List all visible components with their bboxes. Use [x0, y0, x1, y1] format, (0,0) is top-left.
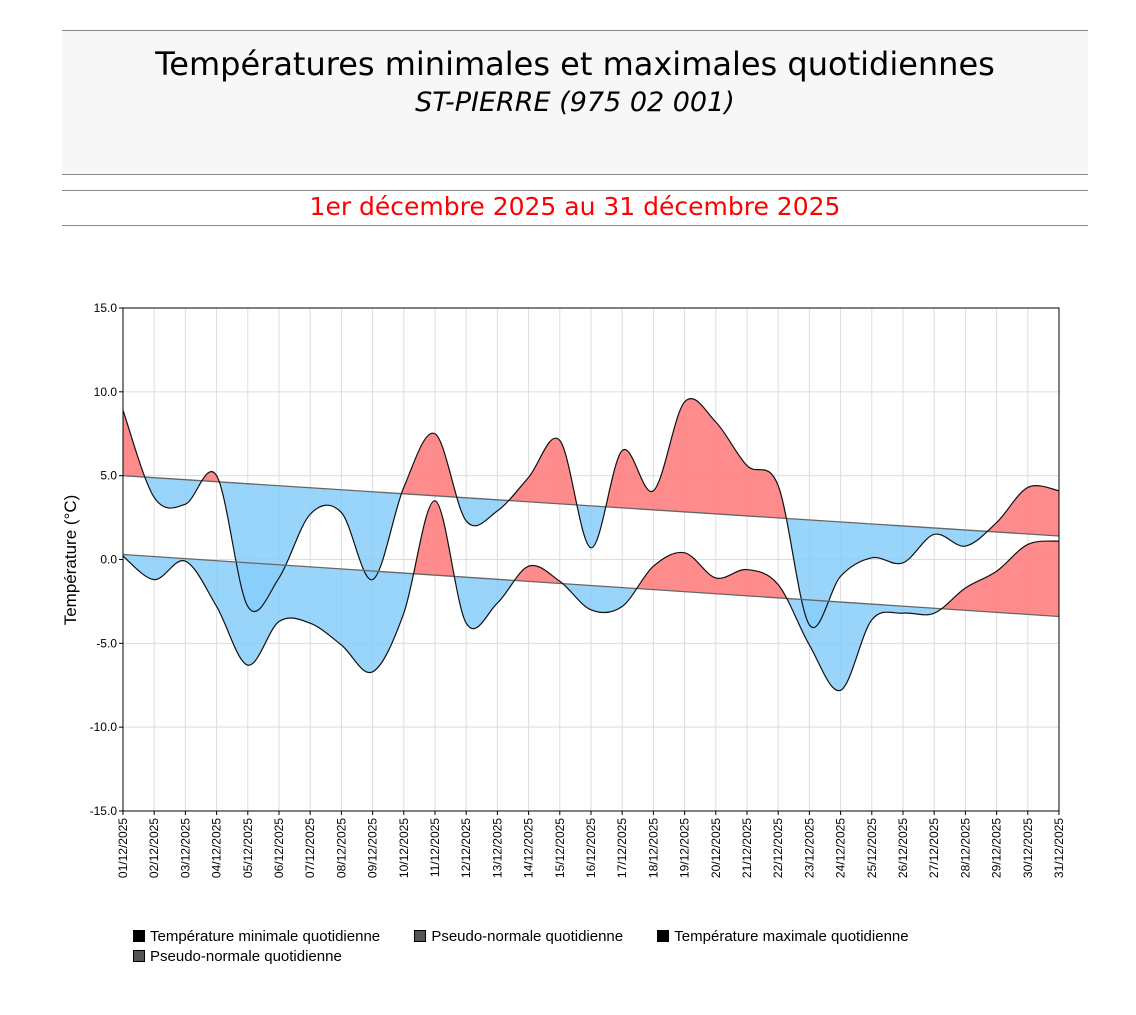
y-tick-label: 10.0	[94, 385, 118, 399]
legend: Température minimale quotidienne Pseudo-…	[133, 928, 1033, 968]
x-tick-label: 06/12/2025	[272, 818, 286, 878]
x-tick-label: 28/12/2025	[958, 818, 972, 878]
legend-swatch	[414, 930, 427, 942]
x-tick-label: 11/12/2025	[428, 818, 442, 877]
x-tick-label: 01/12/2025	[116, 818, 130, 878]
x-tick-label: 17/12/2025	[615, 818, 629, 878]
temperature-curve	[122, 398, 1060, 629]
legend-item-max: Température maximale quotidienne	[657, 928, 909, 945]
y-tick-label: 0.0	[100, 553, 117, 567]
period-band: 1er décembre 2025 au 31 décembre 2025	[62, 190, 1088, 226]
legend-swatch	[133, 950, 145, 962]
x-tick-label: 12/12/2025	[459, 818, 473, 878]
areas	[123, 398, 1059, 691]
lines	[122, 398, 1060, 692]
x-tick-label: 18/12/2025	[646, 818, 660, 878]
x-tick-label: 04/12/2025	[210, 818, 224, 878]
x-tick-label: 03/12/2025	[178, 818, 192, 878]
x-tick-label: 31/12/2025	[1052, 818, 1066, 878]
header-box: Températures minimales et maximales quot…	[62, 30, 1088, 175]
x-tick-label: 25/12/2025	[865, 818, 879, 878]
y-ticks: 15.0 10.0 5.0 0.0 -5.0 -10.0 -15.0	[90, 301, 123, 818]
x-tick-label: 09/12/2025	[366, 818, 380, 878]
station-name: ST-PIERRE (975 02 001)	[415, 87, 735, 118]
area-below-normal	[123, 475, 1059, 628]
page-title: Températures minimales et maximales quot…	[155, 45, 995, 83]
x-tick-label: 10/12/2025	[397, 818, 411, 878]
y-tick-label: -15.0	[90, 804, 118, 818]
area-below-normal	[123, 554, 1059, 691]
y-tick-label: 15.0	[94, 301, 118, 315]
x-tick-label: 26/12/2025	[896, 818, 910, 878]
legend-swatch	[657, 930, 670, 942]
x-tick-label: 02/12/2025	[147, 818, 161, 878]
x-tick-label: 24/12/2025	[834, 818, 848, 878]
x-tick-label: 15/12/2025	[553, 818, 567, 878]
y-tick-label: 5.0	[100, 469, 117, 483]
x-tick-label: 20/12/2025	[709, 818, 723, 878]
pseudo-normal-line	[122, 553, 1060, 618]
legend-item-normal-max: Pseudo-normale quotidienne	[133, 948, 342, 965]
y-tick-label: -10.0	[90, 720, 118, 734]
y-axis-label: Température (°C)	[61, 495, 80, 626]
legend-item-normal-min: Pseudo-normale quotidienne	[414, 928, 623, 945]
legend-swatch	[133, 930, 145, 942]
x-tick-label: 14/12/2025	[522, 818, 536, 878]
x-tick-label: 16/12/2025	[584, 818, 598, 878]
legend-item-min: Température minimale quotidienne	[133, 928, 380, 945]
x-tick-label: 19/12/2025	[678, 818, 692, 878]
y-tick-label: -5.0	[96, 636, 117, 650]
x-tick-label: 29/12/2025	[990, 818, 1004, 878]
x-tick-label: 22/12/2025	[771, 818, 785, 878]
x-tick-label: 27/12/2025	[927, 818, 941, 878]
x-tick-label: 07/12/2025	[303, 818, 317, 878]
temperature-curve	[122, 500, 1060, 692]
x-tick-label: 13/12/2025	[490, 818, 504, 878]
x-tick-label: 23/12/2025	[802, 818, 816, 878]
x-ticks: 01/12/2025 02/12/2025 03/12/2025 04/12/2025…	[116, 811, 1066, 878]
pseudo-normal-line	[122, 475, 1060, 537]
x-tick-label: 21/12/2025	[740, 818, 754, 878]
x-tick-label: 30/12/2025	[1021, 818, 1035, 878]
x-tick-label: 08/12/2025	[334, 818, 348, 878]
period-label: 1er décembre 2025 au 31 décembre 2025	[309, 192, 841, 221]
x-tick-label: 05/12/2025	[241, 818, 255, 878]
